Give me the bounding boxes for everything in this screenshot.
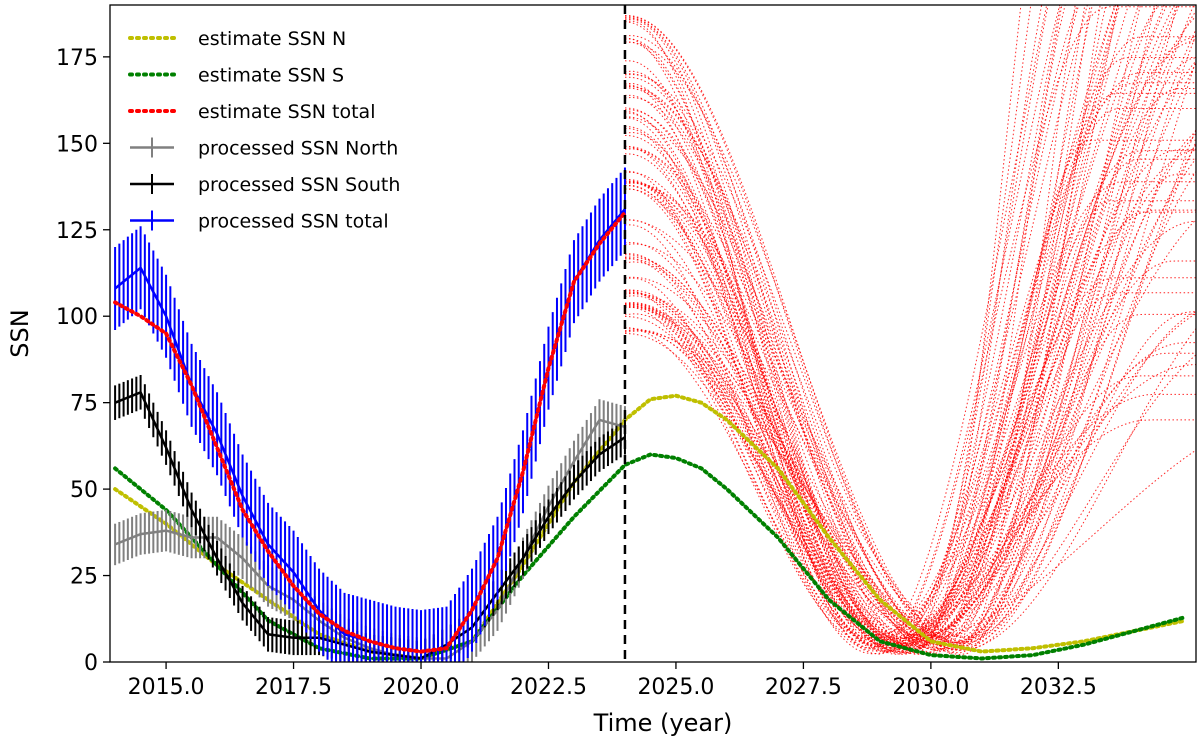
forecast-ensemble-line <box>624 60 1196 655</box>
x-axis: 2015.0 2017.5 2020.0 2022.5 2025.0 2027.5 2030… <box>128 662 1097 700</box>
forecast-ensemble-line <box>624 37 1196 648</box>
y-tick-label: 75 <box>70 392 98 417</box>
forecast-ensemble-line <box>624 71 1196 646</box>
forecast-ensemble-line <box>624 5 1048 650</box>
forecast-ensemble-line <box>624 170 1196 647</box>
forecast-ensemble-line <box>624 41 1196 651</box>
y-tick-label: 50 <box>70 478 98 503</box>
forecast-ensemble-line <box>624 133 1196 638</box>
forecast-ensemble-line <box>624 92 1196 654</box>
x-tick-label: 2032.5 <box>1020 675 1097 700</box>
forecast-ensemble-line <box>624 61 1196 645</box>
forecast-ensemble-line <box>624 5 1066 638</box>
forecast-ensemble-line <box>624 15 1196 637</box>
forecast-ensemble-line <box>624 5 1178 646</box>
forecast-ensemble-line <box>624 15 1196 644</box>
x-tick-label: 2025.0 <box>637 675 714 700</box>
legend-label: processed SSN total <box>198 211 389 233</box>
y-tick-label: 150 <box>56 132 98 157</box>
plot-frame <box>109 4 1197 663</box>
forecast-ensemble-line <box>624 5 1107 656</box>
forecast-ensemble-line <box>624 5 1181 639</box>
forecast-ensemble-line <box>624 181 1196 653</box>
forecast-ensemble-line <box>624 5 1086 643</box>
legend-entry: processed SSN South <box>130 174 400 196</box>
legend-label: estimate SSN N <box>198 28 346 50</box>
forecast-ensemble-line <box>624 5 1080 640</box>
y-tick-label: 175 <box>56 46 98 71</box>
y-axis-label: SSN <box>6 309 34 357</box>
y-tick-label: 0 <box>84 651 98 676</box>
forecast-ensemble-line <box>624 27 1196 650</box>
forecast-ensemble-line <box>624 149 1196 654</box>
forecast-ensemble-line <box>624 5 1141 647</box>
forecast-ensemble-line <box>624 6 1196 648</box>
legend-label: estimate SSN total <box>198 101 375 123</box>
x-axis-label: Time (year) <box>593 709 733 737</box>
forecast-ensemble-line <box>624 17 1196 655</box>
forecast-ensemble-line <box>624 57 1196 636</box>
forecast-ensemble-line <box>624 84 1196 648</box>
x-tick-label: 2030.0 <box>892 675 969 700</box>
forecast-ensemble-line <box>624 5 1061 646</box>
x-tick-label: 2015.0 <box>128 675 205 700</box>
forecast-ensemble-line <box>624 5 1119 639</box>
legend: estimate SSN N estimate SSN S estimate SSN… <box>128 28 400 233</box>
legend-entry: processed SSN total <box>130 210 389 233</box>
forecast-ensemble-line <box>624 59 1196 645</box>
forecast-ensemble-line <box>624 292 1196 654</box>
forecast-ensemble-line <box>624 5 1158 646</box>
x-tick-label: 2020.0 <box>383 675 460 700</box>
forecast-ensemble-line <box>624 5 1139 639</box>
forecast-ensemble-line <box>624 5 1062 649</box>
x-tick-label: 2017.5 <box>255 675 332 700</box>
legend-label: estimate SSN S <box>198 65 344 87</box>
forecast-ensemble-line <box>624 5 1116 636</box>
forecast-ensemble-line <box>624 153 1196 653</box>
forecast-ensemble-line <box>624 5 1088 655</box>
forecast-ensemble-line <box>624 327 1196 650</box>
y-tick-label: 25 <box>70 565 98 590</box>
legend-label: processed SSN South <box>198 174 400 196</box>
forecast-ensemble-line <box>624 110 1196 652</box>
forecast-ensemble-line <box>624 173 1196 644</box>
forecast-ensemble-line <box>624 5 1043 647</box>
forecast-ensemble-line <box>624 5 1165 641</box>
forecast-ensemble-line <box>624 109 1196 656</box>
y-tick-label: 100 <box>56 305 98 330</box>
estimate-ssn-total-line <box>113 210 627 654</box>
forecast-ensemble-line <box>624 5 1178 648</box>
y-tick-label: 125 <box>56 219 98 244</box>
legend-entry: estimate SSN S <box>128 65 344 87</box>
forecast-ensemble-line <box>625 181 1196 646</box>
legend-entry: processed SSN North <box>130 137 398 160</box>
forecast-ensemble-line <box>624 57 1196 654</box>
y-axis: 0 25 50 75 100 125 150 175 <box>56 46 110 676</box>
x-tick-label: 2027.5 <box>765 675 842 700</box>
legend-entry: estimate SSN N <box>128 28 346 50</box>
x-tick-label: 2022.5 <box>510 675 587 700</box>
legend-label: processed SSN North <box>198 138 398 160</box>
legend-entry: estimate SSN total <box>128 101 375 123</box>
